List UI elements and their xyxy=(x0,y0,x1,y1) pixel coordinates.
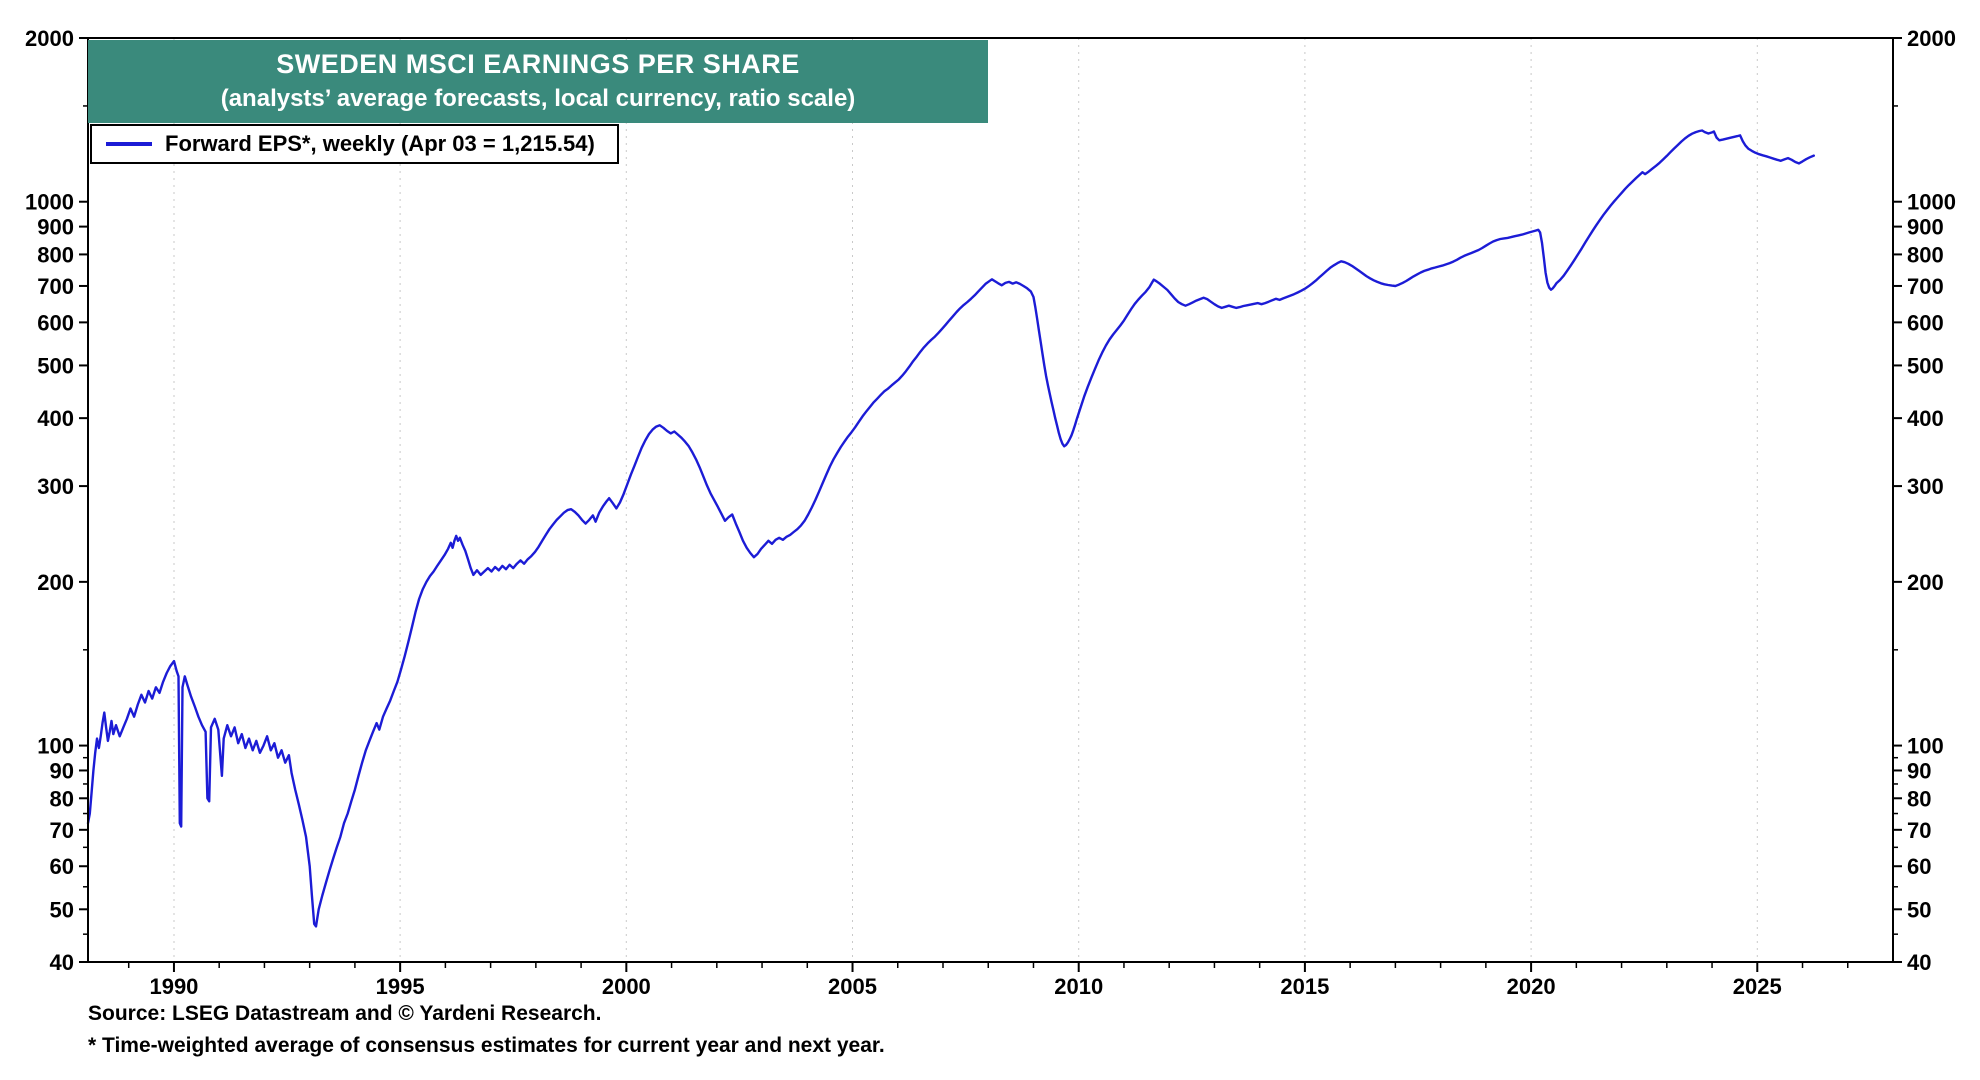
y-axis-label-right: 50 xyxy=(1907,897,1931,922)
y-axis-label-left: 2000 xyxy=(25,26,74,51)
footnote-note: * Time-weighted average of consensus est… xyxy=(88,1034,885,1057)
y-axis-label-left: 200 xyxy=(37,570,74,595)
legend-line-icon xyxy=(106,142,152,146)
y-axis-label-right: 60 xyxy=(1907,854,1931,879)
y-axis-label-left: 50 xyxy=(50,897,74,922)
y-axis-label-right: 200 xyxy=(1907,570,1944,595)
x-axis-label: 1995 xyxy=(376,974,425,999)
y-axis-label-right: 800 xyxy=(1907,242,1944,267)
y-axis-label-left: 600 xyxy=(37,310,74,335)
x-axis-label: 1990 xyxy=(149,974,198,999)
y-axis-label-right: 70 xyxy=(1907,818,1931,843)
y-axis-label-left: 90 xyxy=(50,758,74,783)
y-axis-label-right: 700 xyxy=(1907,274,1944,299)
y-axis-label-right: 900 xyxy=(1907,215,1944,240)
legend: Forward EPS*, weekly (Apr 03 = 1,215.54) xyxy=(90,124,619,164)
y-axis-label-left: 300 xyxy=(37,474,74,499)
y-axis-label-right: 100 xyxy=(1907,734,1944,759)
y-axis-label-right: 2000 xyxy=(1907,26,1956,51)
y-axis-label-left: 40 xyxy=(50,950,74,975)
y-axis-label-left: 1000 xyxy=(25,190,74,215)
chart-subtitle: (analysts’ average forecasts, local curr… xyxy=(220,85,856,112)
x-axis-label: 2005 xyxy=(828,974,877,999)
y-axis-label-left: 900 xyxy=(37,215,74,240)
y-axis-label-right: 500 xyxy=(1907,353,1944,378)
y-axis-label-left: 80 xyxy=(50,786,74,811)
forward-eps-line xyxy=(86,129,1815,928)
x-axis-label: 2025 xyxy=(1733,974,1782,999)
y-axis-label-right: 40 xyxy=(1907,950,1931,975)
y-axis-label-left: 70 xyxy=(50,818,74,843)
y-axis-label-right: 90 xyxy=(1907,758,1931,783)
y-axis-label-right: 1000 xyxy=(1907,190,1956,215)
x-axis-label: 2020 xyxy=(1507,974,1556,999)
chart-title: SWEDEN MSCI EARNINGS PER SHARE xyxy=(276,49,800,79)
x-axis-label: 2000 xyxy=(602,974,651,999)
y-axis-label-right: 300 xyxy=(1907,474,1944,499)
y-axis-label-left: 100 xyxy=(37,734,74,759)
y-axis-label-left: 800 xyxy=(37,242,74,267)
y-axis-label-left: 400 xyxy=(37,406,74,431)
x-axis-label: 2015 xyxy=(1280,974,1329,999)
plot-frame xyxy=(87,37,1894,963)
y-axis-label-right: 600 xyxy=(1907,310,1944,335)
y-axis-label-left: 60 xyxy=(50,854,74,879)
x-axis-label: 2010 xyxy=(1054,974,1103,999)
y-axis-label-right: 80 xyxy=(1907,786,1931,811)
chart-title-box: SWEDEN MSCI EARNINGS PER SHARE (analysts… xyxy=(88,40,988,123)
source-note: Source: LSEG Datastream and © Yardeni Re… xyxy=(88,1002,602,1025)
y-axis-label-right: 400 xyxy=(1907,406,1944,431)
y-axis-label-left: 700 xyxy=(37,274,74,299)
legend-label: Forward EPS*, weekly (Apr 03 = 1,215.54) xyxy=(165,131,595,156)
y-axis-label-left: 500 xyxy=(37,353,74,378)
